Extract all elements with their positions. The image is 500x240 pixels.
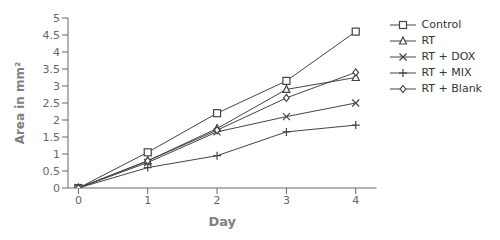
- svg-text:Area in mm²: Area in mm²: [13, 62, 27, 145]
- html-text:RT: RT: [421, 34, 436, 47]
- svg-text:4.5: 4.5: [43, 29, 61, 42]
- svg-text:4: 4: [352, 194, 359, 207]
- svg-text:1.5: 1.5: [43, 131, 61, 144]
- svg-text:3: 3: [283, 194, 290, 207]
- svg-text:Day: Day: [208, 214, 236, 229]
- svg-text:0: 0: [53, 182, 60, 195]
- svg-text:3: 3: [53, 80, 60, 93]
- html-text:RT + MIX: RT + MIX: [421, 66, 472, 79]
- svg-text:4: 4: [53, 46, 60, 59]
- svg-text:5: 5: [53, 12, 60, 25]
- svg-text:2.5: 2.5: [43, 97, 61, 110]
- svg-text:0: 0: [75, 194, 82, 207]
- html-text:Control: Control: [421, 18, 462, 31]
- svg-text:1: 1: [144, 194, 151, 207]
- html-text:RT + Blank: RT + Blank: [421, 82, 482, 95]
- svg-text:1: 1: [53, 148, 60, 161]
- html-text:RT + DOX: RT + DOX: [421, 50, 476, 63]
- svg-text:0.5: 0.5: [43, 165, 61, 178]
- svg-text:3.5: 3.5: [43, 63, 61, 76]
- svg-text:2: 2: [53, 114, 60, 127]
- svg-text:2: 2: [214, 194, 221, 207]
